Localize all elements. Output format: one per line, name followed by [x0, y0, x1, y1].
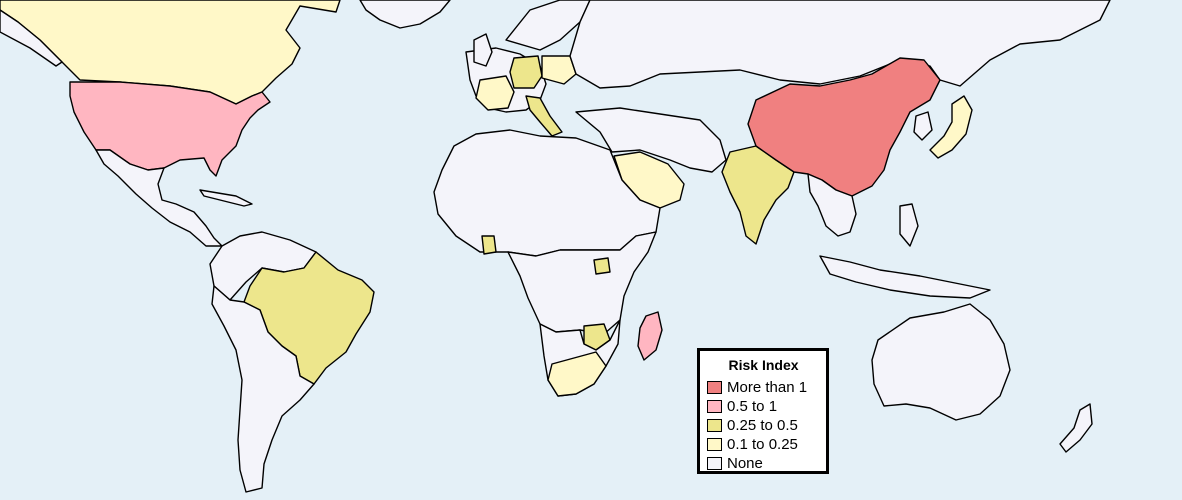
region-united-kingdom[interactable] [473, 33, 493, 67]
land-masses [0, 0, 1111, 493]
legend-item: 0.1 to 0.25 [707, 435, 820, 454]
region-germany[interactable] [509, 55, 543, 89]
region-italy[interactable] [525, 95, 563, 137]
region-france[interactable] [475, 75, 515, 111]
legend-items: More than 1 0.5 to 1 0.25 to 0.5 0.1 to 0.2… [707, 378, 820, 473]
legend-item: More than 1 [707, 378, 820, 397]
region-central-africa[interactable] [507, 231, 657, 335]
legend-label: 0.5 to 1 [727, 398, 778, 415]
legend-swatch [707, 400, 722, 413]
region-australia[interactable] [871, 303, 1011, 421]
legend-title: Risk Index [728, 357, 799, 373]
region-uganda[interactable] [593, 257, 611, 275]
region-caribbean[interactable] [199, 189, 253, 207]
region-alaska[interactable] [0, 9, 63, 67]
region-indonesia[interactable] [819, 255, 991, 299]
legend-item: 0.25 to 0.5 [707, 416, 820, 435]
region-korea[interactable] [913, 111, 933, 141]
legend-swatch [707, 438, 722, 451]
region-mexico[interactable] [95, 149, 223, 247]
legend: Risk Index More than 1 0.5 to 1 0.25 to 0.… [697, 348, 829, 474]
legend-label: None [727, 455, 763, 472]
region-middle-east[interactable] [575, 107, 727, 173]
region-poland[interactable] [541, 55, 577, 85]
region-south-africa[interactable] [547, 351, 607, 397]
region-ghana[interactable] [481, 235, 497, 255]
region-japan[interactable] [929, 95, 973, 159]
region-russia[interactable] [569, 0, 1111, 89]
region-western-south-america[interactable] [211, 285, 315, 493]
legend-item: 0.5 to 1 [707, 397, 820, 416]
legend-label: 0.1 to 0.25 [727, 436, 798, 453]
legend-swatch [707, 419, 722, 432]
legend-item: None [707, 454, 820, 473]
region-china[interactable] [747, 57, 941, 197]
legend-swatch [707, 381, 722, 394]
region-madagascar[interactable] [637, 311, 663, 361]
region-new-zealand[interactable] [1059, 403, 1093, 453]
region-greenland[interactable] [359, 0, 451, 29]
legend-label: More than 1 [727, 379, 808, 396]
region-southeast-asia[interactable] [807, 173, 857, 237]
legend-label: 0.25 to 0.5 [727, 417, 798, 434]
region-philippines[interactable] [899, 203, 919, 247]
legend-swatch [707, 457, 722, 470]
